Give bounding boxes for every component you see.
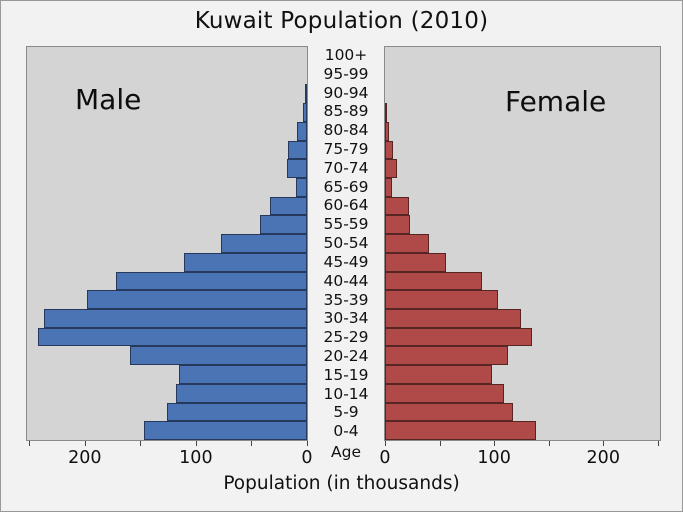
female-bar-70-74 <box>385 159 397 178</box>
x-tick-label-0: 0 <box>301 448 313 468</box>
female-bar-50-54 <box>385 234 429 253</box>
age-label-30-34: 30-34 <box>323 309 369 328</box>
x-tick-100 <box>195 441 197 446</box>
x-tick-0 <box>385 441 386 446</box>
female-bar-30-34 <box>385 309 522 328</box>
female-bar-40-44 <box>385 271 483 291</box>
age-label-65-69: 65-69 <box>323 177 369 196</box>
male-bar-35-39 <box>87 290 307 309</box>
male-bar-85-89 <box>303 103 307 122</box>
female-bar-10-14 <box>385 383 504 403</box>
female-bar-35-39 <box>385 290 499 309</box>
x-tick-100 <box>494 441 496 446</box>
male-bar-45-49 <box>183 252 307 272</box>
age-label-20-24: 20-24 <box>323 346 369 365</box>
age-label-75-79: 75-79 <box>323 140 369 159</box>
age-label-100+: 100+ <box>324 46 368 64</box>
female-bar-20-24 <box>385 346 509 366</box>
age-label-0-4: 0-4 <box>333 422 359 441</box>
male-bar-65-69 <box>295 178 307 197</box>
female-bar-0-4 <box>385 421 536 440</box>
x-axis-title: Population (in thousands) <box>223 473 460 494</box>
male-bar-25-29 <box>38 327 307 347</box>
x-tick-label-200: 200 <box>586 448 620 468</box>
x-tick-150 <box>548 441 550 446</box>
male-plot-panel: Male <box>26 46 308 441</box>
male-bar-5-9 <box>167 402 307 422</box>
x-tick-label-100: 100 <box>179 448 213 468</box>
female-bar-5-9 <box>385 402 513 422</box>
female-bar-15-19 <box>385 365 492 384</box>
age-label-55-59: 55-59 <box>323 215 369 234</box>
male-bar-40-44 <box>115 271 307 291</box>
age-axis-title: Age <box>331 443 361 461</box>
female-bar-75-79 <box>385 140 394 160</box>
x-tick-50 <box>439 441 441 446</box>
female-bar-45-49 <box>385 252 447 272</box>
x-tick-250 <box>657 441 659 446</box>
age-label-40-44: 40-44 <box>323 271 369 290</box>
x-tick-200 <box>603 441 605 446</box>
age-label-15-19: 15-19 <box>323 365 369 384</box>
male-bar-15-19 <box>179 365 307 384</box>
age-label-25-29: 25-29 <box>323 328 369 347</box>
age-label-45-49: 45-49 <box>323 252 369 271</box>
female-bar-80-84 <box>385 121 390 141</box>
x-tick-150 <box>140 441 142 446</box>
age-label-60-64: 60-64 <box>323 196 369 215</box>
male-series-label: Male <box>75 83 142 116</box>
male-bar-80-84 <box>297 121 307 141</box>
female-plot-panel: Female <box>384 46 661 441</box>
age-label-80-84: 80-84 <box>323 121 369 140</box>
age-label-70-74: 70-74 <box>323 158 369 177</box>
x-tick-250 <box>29 441 31 446</box>
male-bar-75-79 <box>288 140 307 160</box>
x-tick-0 <box>307 441 308 446</box>
male-bar-90-94 <box>305 84 307 104</box>
x-tick-label-100: 100 <box>477 448 511 468</box>
male-bar-30-34 <box>43 309 307 328</box>
female-bar-85-89 <box>385 103 388 122</box>
x-tick-label-200: 200 <box>68 448 102 468</box>
male-bar-55-59 <box>260 215 307 235</box>
x-tick-label-0: 0 <box>379 448 391 468</box>
female-series-label: Female <box>505 85 607 118</box>
male-bar-50-54 <box>221 234 307 253</box>
age-label-90-94: 90-94 <box>323 83 369 102</box>
female-bar-55-59 <box>385 215 411 235</box>
male-bar-60-64 <box>270 196 307 216</box>
age-label-95-99: 95-99 <box>323 64 369 83</box>
male-bar-70-74 <box>287 159 307 178</box>
age-label-50-54: 50-54 <box>323 234 369 253</box>
x-tick-200 <box>84 441 86 446</box>
age-label-85-89: 85-89 <box>323 102 369 121</box>
male-bar-10-14 <box>175 383 307 403</box>
x-tick-50 <box>251 441 253 446</box>
chart-title: Kuwait Population (2010) <box>194 8 489 34</box>
female-bar-65-69 <box>385 178 393 197</box>
female-bar-25-29 <box>385 327 533 347</box>
age-label-10-14: 10-14 <box>323 384 369 403</box>
age-axis-tick-labels: 100+ 95-99 90-94 85-89 80-84 75-79 70-74 65-69 6… <box>308 46 384 441</box>
female-bar-60-64 <box>385 196 409 216</box>
male-bar-0-4 <box>143 421 307 440</box>
age-label-5-9: 5-9 <box>333 403 359 422</box>
age-label-35-39: 35-39 <box>323 290 369 309</box>
male-bar-20-24 <box>130 346 307 366</box>
